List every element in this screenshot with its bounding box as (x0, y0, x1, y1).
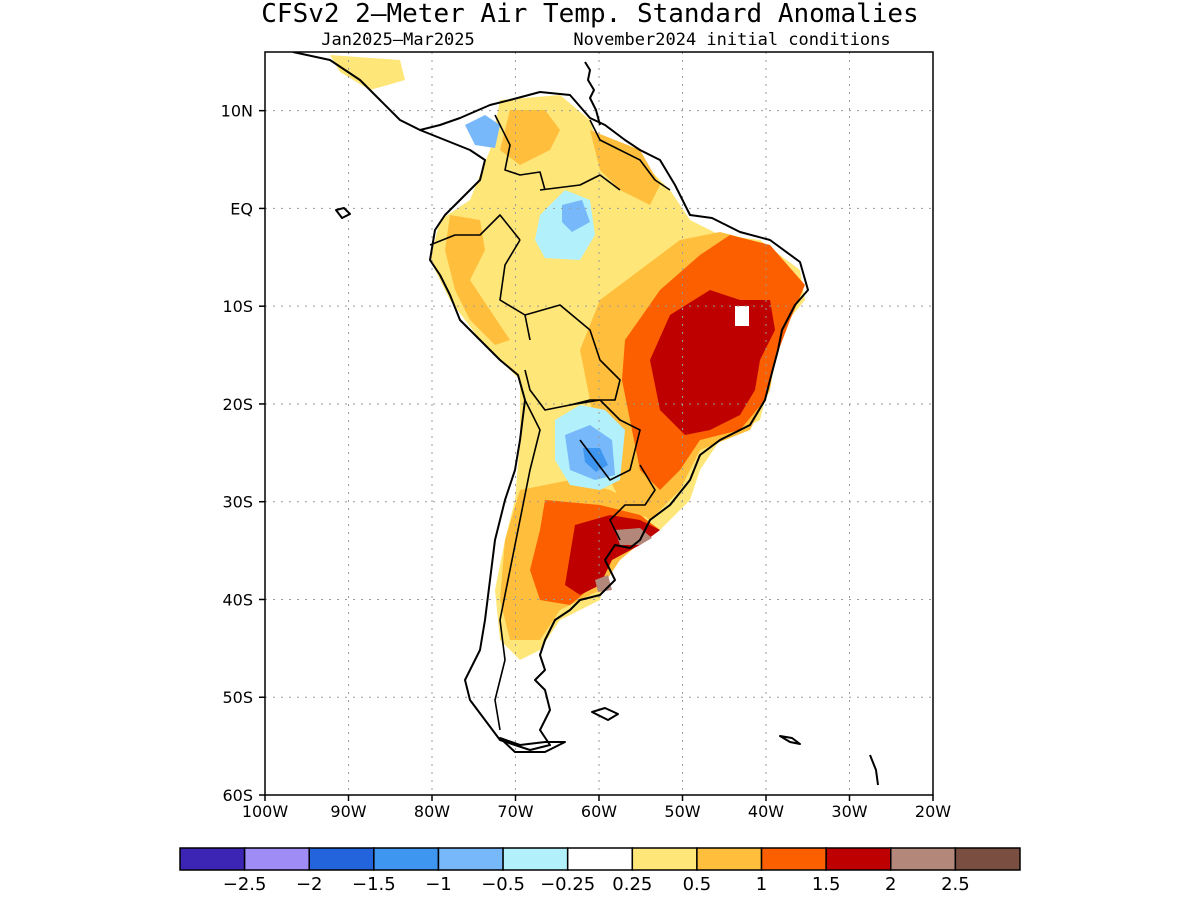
colorbar-swatch (825, 847, 892, 871)
x-tick-label: 80W (414, 802, 450, 821)
colorbar-swatch (890, 847, 957, 871)
border-peru-brazil (499, 239, 531, 341)
anomaly-region-orange-north (500, 110, 560, 165)
colorbar-swatch (631, 847, 698, 871)
colorbar-swatch (437, 847, 504, 871)
colorbar-swatch (373, 847, 440, 871)
x-tick-label: 40W (748, 802, 784, 821)
colorbar-label: −1.5 (352, 874, 396, 895)
colorbar-swatch (760, 847, 827, 871)
border-venezuela-brazil (539, 174, 621, 191)
border-paraguay (569, 399, 641, 481)
colorbar-label: −0.5 (481, 874, 525, 895)
colorbar-label: 0.25 (612, 874, 652, 895)
border-guianas (589, 119, 671, 191)
y-tick-label: 50S (222, 688, 253, 707)
colorbar-label: −2 (296, 874, 323, 895)
colorbar-swatch (243, 847, 310, 871)
initial-conditions-subtitle: November2024 initial conditions (573, 30, 890, 50)
colorbar-swatch (179, 847, 246, 871)
x-tick-label: 90W (330, 802, 366, 821)
x-tick-label: 60W (581, 802, 617, 821)
colorbar-label: 0.5 (683, 874, 712, 895)
map-content (265, 52, 933, 795)
x-tick-label: 100W (242, 802, 289, 821)
colorbar-swatch (566, 847, 634, 871)
tierra-del-fuego-coastline (499, 737, 566, 753)
colorbar: −2.5 −2 −1.5 −1 −0.5 −0.25 0.25 0.5 1 1.5 2 2.5 (179, 847, 1021, 895)
south-america-coastline (292, 52, 809, 751)
colorbar-label: 2.5 (941, 874, 970, 895)
colorbar-label: −1 (425, 874, 452, 895)
colorbar-swatch (696, 847, 763, 871)
colorbar-label: 1.5 (812, 874, 841, 895)
x-tick-label: 70W (497, 802, 533, 821)
galapagos-coastline (335, 207, 351, 219)
sandwich-islands-coastline (869, 754, 879, 786)
country-borders (429, 114, 671, 731)
border-bolivia (524, 304, 621, 411)
caribbean-islands-coastline (584, 61, 601, 126)
y-tick-label: 10S (222, 297, 253, 316)
y-tick-label: EQ (230, 199, 253, 218)
anomaly-region-brown-south (615, 528, 652, 545)
anomaly-region-cool-colombia (465, 115, 500, 148)
axis-ticks: 100W 90W 80W 70W 60W 50W 40W 30W 20W 10N EQ 10S 20S 3… (221, 102, 952, 821)
y-tick-label: 40S (222, 590, 253, 609)
figure-title: CFSv2 2–Meter Air Temp. Standard Anomali… (261, 0, 918, 29)
border-argentina-brazil-uruguay (609, 464, 656, 541)
border-colombia-venezuela (494, 114, 546, 191)
colorbar-swatch (308, 847, 375, 871)
anomaly-region-darkred-east (650, 290, 775, 435)
colorbar-label: −2.5 (223, 874, 267, 895)
colorbar-swatch (954, 847, 1021, 871)
x-tick-label: 50W (664, 802, 700, 821)
y-tick-label: 10N (221, 102, 253, 121)
x-tick-label: 30W (831, 802, 867, 821)
anomaly-region-orange-guianas (590, 130, 660, 205)
anomaly-region-pale-northwest (330, 55, 405, 90)
colorbar-label: −0.25 (540, 874, 595, 895)
y-tick-label: 20S (222, 395, 253, 414)
y-tick-label: 60S (222, 786, 253, 805)
colorbar-label: 1 (756, 874, 767, 895)
y-tick-label: 30S (222, 493, 253, 512)
border-chile-argentina (494, 399, 541, 731)
border-colombia-peru-ecuador (429, 214, 521, 246)
x-tick-label: 20W (915, 802, 951, 821)
falklands-coastline (591, 707, 619, 721)
anomaly-region-orange-west (445, 215, 510, 345)
colorbar-swatch (502, 847, 569, 871)
south-georgia-coastline (779, 735, 801, 745)
period-subtitle: Jan2025–Mar2025 (321, 30, 475, 50)
anomaly-white-patch (735, 306, 749, 326)
colorbar-label: 2 (885, 874, 896, 895)
coastlines (292, 52, 879, 786)
